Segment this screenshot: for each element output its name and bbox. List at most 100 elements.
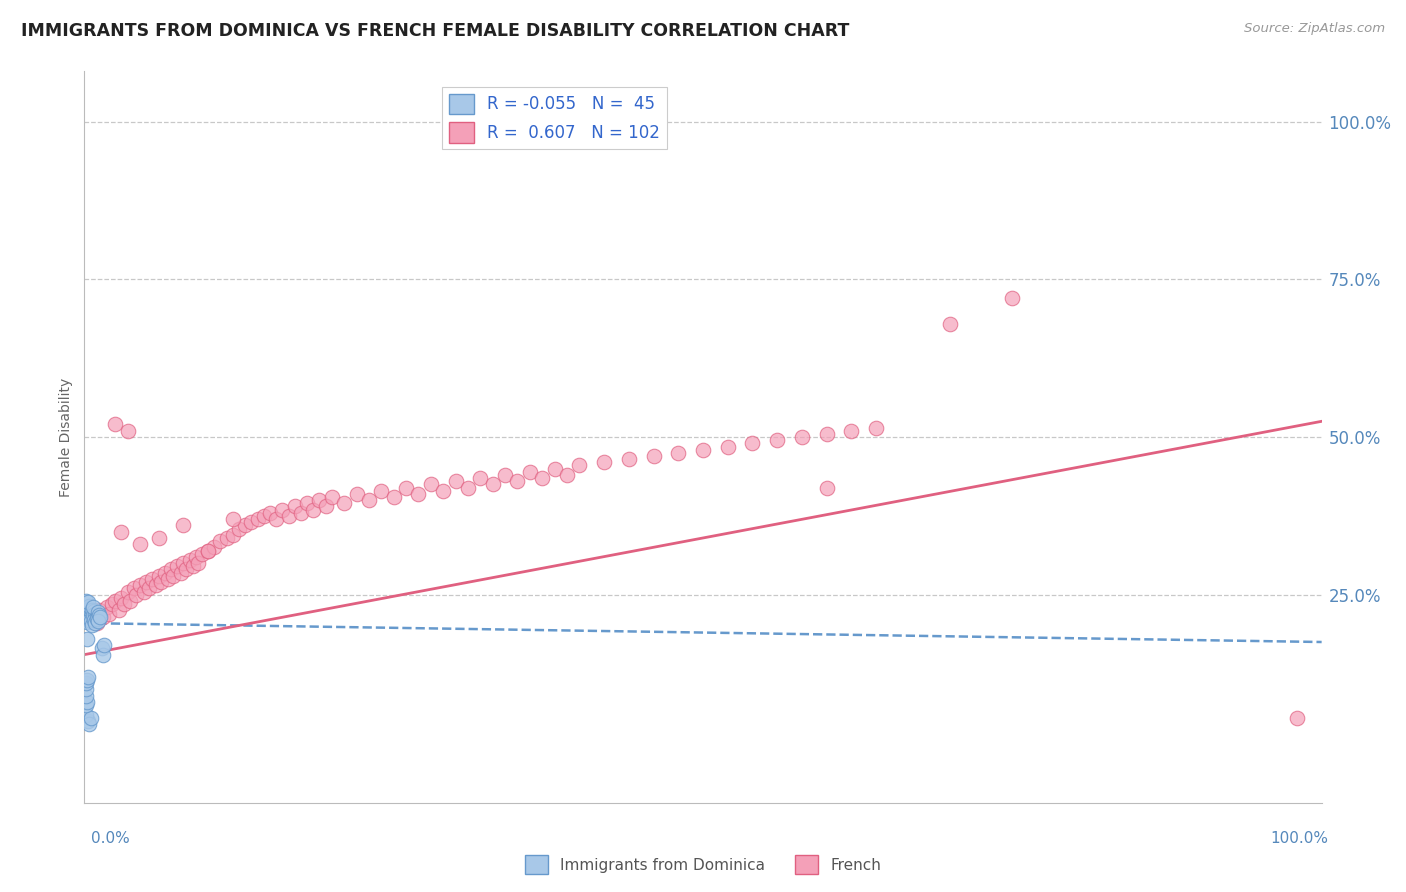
Point xyxy=(692,442,714,457)
Point xyxy=(104,594,127,608)
Point xyxy=(170,566,193,580)
Point xyxy=(80,603,103,617)
Point xyxy=(315,500,337,514)
Point xyxy=(457,481,479,495)
Point xyxy=(555,467,578,482)
Point xyxy=(432,483,454,498)
Point xyxy=(76,673,98,687)
Point xyxy=(240,515,263,529)
Point xyxy=(76,695,98,709)
Point xyxy=(86,609,108,624)
Point xyxy=(145,578,167,592)
Point xyxy=(271,502,294,516)
Point xyxy=(76,600,98,615)
Point xyxy=(129,578,152,592)
Point xyxy=(184,549,207,564)
Point xyxy=(89,603,111,617)
Point xyxy=(568,458,591,473)
Point xyxy=(284,500,307,514)
Point xyxy=(172,556,194,570)
Point xyxy=(83,604,105,618)
Point xyxy=(77,595,100,609)
Point xyxy=(84,616,107,631)
Point xyxy=(82,607,104,622)
Point xyxy=(259,506,281,520)
Point xyxy=(179,553,201,567)
Point xyxy=(494,467,516,482)
Point xyxy=(77,714,100,728)
Point xyxy=(122,582,145,596)
Point xyxy=(197,543,219,558)
Text: Source: ZipAtlas.com: Source: ZipAtlas.com xyxy=(1244,22,1385,36)
Point xyxy=(75,707,97,722)
Point xyxy=(370,483,392,498)
Point xyxy=(79,711,101,725)
Point xyxy=(253,508,276,523)
Point xyxy=(82,600,104,615)
Point xyxy=(790,430,813,444)
Point xyxy=(841,424,863,438)
Point xyxy=(77,609,100,624)
Point xyxy=(79,612,101,626)
Legend: R = -0.055   N =  45, R =  0.607   N = 102: R = -0.055 N = 45, R = 0.607 N = 102 xyxy=(443,87,666,149)
Point xyxy=(79,609,101,624)
Text: IMMIGRANTS FROM DOMINICA VS FRENCH FEMALE DISABILITY CORRELATION CHART: IMMIGRANTS FROM DOMINICA VS FRENCH FEMAL… xyxy=(21,22,849,40)
Point xyxy=(939,317,962,331)
Point xyxy=(264,512,287,526)
Point xyxy=(129,537,152,551)
Point xyxy=(470,471,492,485)
Point xyxy=(77,601,100,615)
Point xyxy=(117,424,139,438)
Point xyxy=(135,575,157,590)
Point xyxy=(202,541,225,555)
Point xyxy=(90,641,112,656)
Point xyxy=(277,508,299,523)
Point xyxy=(357,493,380,508)
Point xyxy=(76,615,98,630)
Point xyxy=(209,534,232,549)
Point xyxy=(617,452,640,467)
Point xyxy=(197,543,219,558)
Point xyxy=(162,569,184,583)
Point xyxy=(333,496,356,510)
Point xyxy=(80,606,103,620)
Point xyxy=(481,477,503,491)
Point xyxy=(815,426,838,441)
Point xyxy=(76,603,98,617)
Y-axis label: Female Disability: Female Disability xyxy=(59,377,73,497)
Point xyxy=(157,572,180,586)
Point xyxy=(865,420,887,434)
Point xyxy=(308,493,330,508)
Point xyxy=(112,597,135,611)
Point xyxy=(531,471,554,485)
Point xyxy=(98,607,121,621)
Point xyxy=(766,434,789,448)
Point xyxy=(83,613,105,627)
Point xyxy=(228,521,250,535)
Point xyxy=(148,569,170,583)
Point xyxy=(79,717,101,731)
Point xyxy=(321,490,343,504)
Point xyxy=(444,474,467,488)
Point xyxy=(153,566,176,580)
Point xyxy=(75,698,97,712)
Point xyxy=(666,446,689,460)
Point xyxy=(86,616,108,631)
Text: 100.0%: 100.0% xyxy=(1271,831,1329,846)
Point xyxy=(79,607,101,621)
Point xyxy=(91,609,114,624)
Point xyxy=(100,597,122,611)
Point xyxy=(76,632,98,646)
Point xyxy=(75,594,97,608)
Point xyxy=(233,518,256,533)
Point xyxy=(419,477,441,491)
Point xyxy=(89,609,111,624)
Point xyxy=(717,440,740,454)
Point xyxy=(222,512,245,526)
Point xyxy=(83,613,105,627)
Point xyxy=(117,584,139,599)
Legend: Immigrants from Dominica, French: Immigrants from Dominica, French xyxy=(519,849,887,880)
Point xyxy=(346,487,368,501)
Point xyxy=(643,449,665,463)
Point xyxy=(86,612,108,626)
